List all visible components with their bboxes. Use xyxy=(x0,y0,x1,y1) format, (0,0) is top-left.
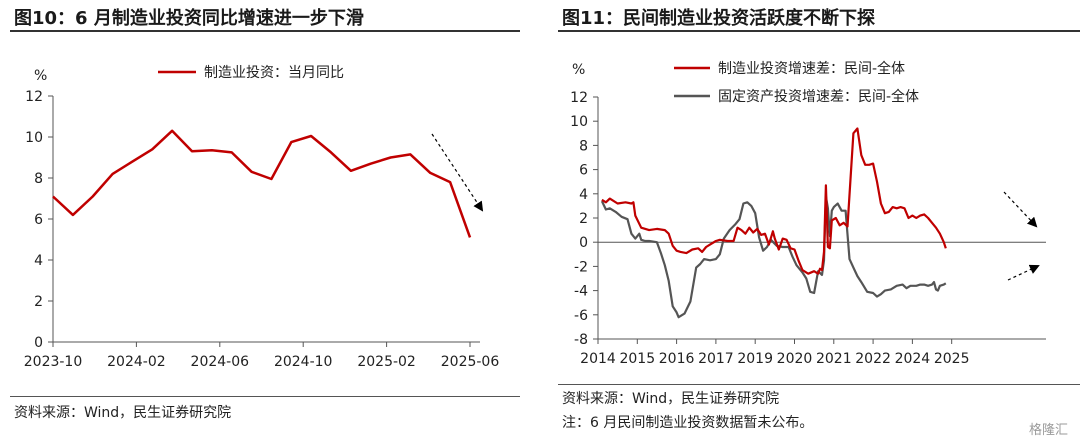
x-tick-label: 2024 xyxy=(895,351,931,367)
y-tick-label: 6 xyxy=(579,163,588,179)
left-figure-panel: 图10：6 月制造业投资同比增速进一步下滑 % 0 2 4 6 8 10 12 2023-10 2… xyxy=(0,0,520,444)
y-unit-label: % xyxy=(572,62,585,78)
y-tick-label: 4 xyxy=(579,187,588,203)
x-tick-label: 2015 xyxy=(619,351,655,367)
trend-up-arrow xyxy=(1007,264,1040,281)
x-tick-label: 2025-06 xyxy=(441,354,500,370)
x-tick-label: 2024-02 xyxy=(107,354,166,370)
x-tick-label: 2022 xyxy=(855,351,891,367)
x-tick-label: 2025 xyxy=(934,351,970,367)
x-tick-label: 2024-06 xyxy=(191,354,250,370)
x-tick-label: 2020 xyxy=(777,351,813,367)
y-tick-label: -4 xyxy=(574,284,588,300)
series-line-private-fixed-asset xyxy=(600,195,947,319)
y-tick-label: 12 xyxy=(25,89,43,105)
y-tick-label: 8 xyxy=(579,138,588,154)
right-note-text: 注：6 月民间制造业投资数据暂未公布。 xyxy=(562,415,814,431)
y-tick-label: -2 xyxy=(574,259,588,275)
trend-down-arrow xyxy=(1003,191,1038,228)
x-tick-label: 2023-10 xyxy=(24,354,83,370)
y-tick-label: 10 xyxy=(25,130,43,146)
y-tick-label: 4 xyxy=(34,253,43,269)
y-tick-label: 2 xyxy=(579,211,588,227)
right-source-text: 资料来源：Wind，民生证券研究院 xyxy=(562,391,780,407)
y-tick-label: 6 xyxy=(34,212,43,228)
left-title-rule xyxy=(10,30,520,32)
y-tick-label: -8 xyxy=(574,332,588,348)
x-tick-label: 2024-10 xyxy=(274,354,333,370)
y-tick-label: 2 xyxy=(34,294,43,310)
left-figure-title: 图10：6 月制造业投资同比增速进一步下滑 xyxy=(14,8,364,29)
legend-label: 制造业投资增速差：民间-全体 xyxy=(718,60,905,77)
x-tick-label: 2016 xyxy=(659,351,695,367)
legend-label: 制造业投资：当月同比 xyxy=(204,65,344,81)
y-tick-label: -6 xyxy=(574,308,588,324)
series-line-private-manufacturing xyxy=(601,127,947,275)
right-figure-panel: 图11：民间制造业投资活跃度不断下探 % -8 -6 -4 -2 0 2 4 6 8 10 12 201… xyxy=(548,0,1080,444)
right-title-rule xyxy=(558,30,1080,32)
left-source-rule xyxy=(10,396,520,397)
x-tick-label: 2014 xyxy=(580,351,616,367)
y-unit-label: % xyxy=(34,68,47,84)
right-source-rule xyxy=(558,384,1080,385)
x-tick-label: 2017 xyxy=(698,351,734,367)
y-tick-label: 10 xyxy=(570,114,588,130)
y-tick-label: 12 xyxy=(570,90,588,106)
y-tick-label: 8 xyxy=(34,171,43,187)
y-tick-label: 0 xyxy=(34,335,43,351)
left-source-text: 资料来源：Wind，民生证券研究院 xyxy=(14,405,232,421)
x-tick-label: 2019 xyxy=(737,351,773,367)
series-line-manufacturing-yoy xyxy=(52,129,472,238)
x-tick-label: 2025-02 xyxy=(357,354,416,370)
y-tick-label: 0 xyxy=(579,235,588,251)
left-chart: % 0 2 4 6 8 10 12 2023-10 2024-02 2024-06 2024-10 20… xyxy=(24,65,500,370)
watermark-logo: 格隆汇 xyxy=(1028,423,1068,438)
right-figure-title: 图11：民间制造业投资活跃度不断下探 xyxy=(562,8,876,29)
legend-label: 固定资产投资增速差：民间-全体 xyxy=(718,88,919,105)
x-tick-label: 2021 xyxy=(816,351,852,367)
